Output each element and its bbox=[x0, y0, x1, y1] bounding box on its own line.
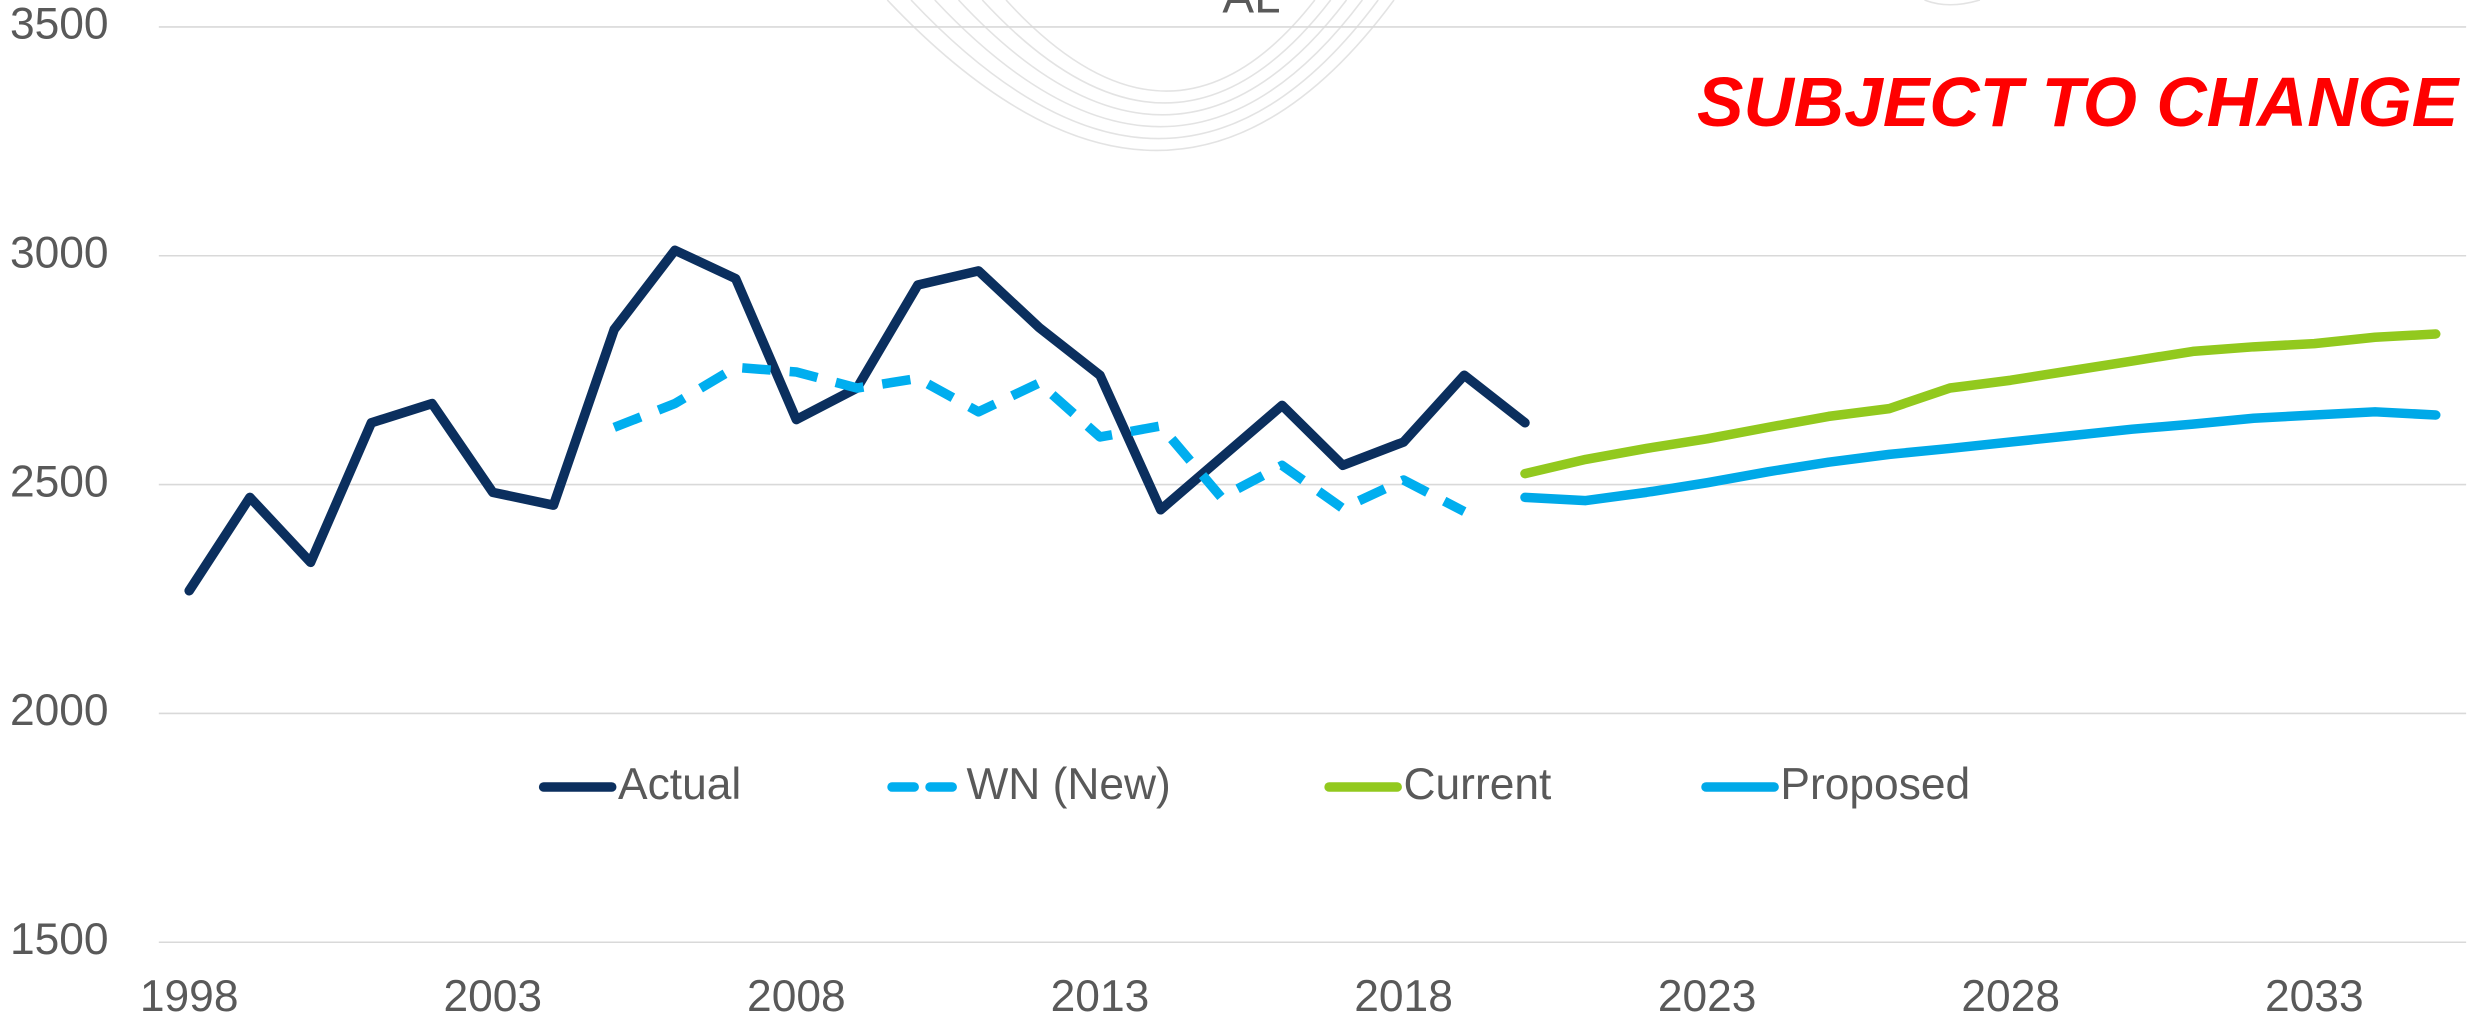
y-tick-label: 1500 bbox=[10, 915, 109, 964]
series-line bbox=[1525, 334, 2436, 474]
x-tick-label: 2003 bbox=[443, 972, 542, 1021]
series-line bbox=[1525, 412, 2436, 501]
x-tick-label: 2023 bbox=[1658, 972, 1757, 1021]
series-line bbox=[189, 250, 1525, 590]
y-tick-label: 2500 bbox=[10, 457, 109, 506]
legend-label: WN (New) bbox=[966, 760, 1170, 809]
watermark-curve bbox=[1925, 0, 1980, 5]
chart: AL SUBJECT TO CHANGE 1500 2000 2500 3000 350… bbox=[0, 0, 2484, 1023]
x-tick-label: 2033 bbox=[2265, 972, 2364, 1021]
chart-title: AL bbox=[1222, 0, 1280, 24]
x-tick-label: 1998 bbox=[140, 972, 239, 1021]
x-tick-label: 2018 bbox=[1354, 972, 1453, 1021]
watermark-curve bbox=[887, 0, 1394, 150]
watermark-curve bbox=[911, 0, 1378, 139]
y-tick-label: 3000 bbox=[10, 228, 109, 277]
page: AL SUBJECT TO CHANGE 1500 2000 2500 3000 350… bbox=[0, 0, 2484, 1023]
y-tick-label: 3500 bbox=[10, 0, 109, 49]
series-line bbox=[614, 367, 1464, 511]
x-tick-label: 2008 bbox=[747, 972, 846, 1021]
y-tick-label: 2000 bbox=[10, 686, 109, 735]
legend-label: Actual bbox=[618, 760, 741, 809]
x-tick-label: 2028 bbox=[1961, 972, 2060, 1021]
legend-label: Current bbox=[1404, 760, 1552, 809]
x-tick-label: 2013 bbox=[1051, 972, 1150, 1021]
annotation: SUBJECT TO CHANGE bbox=[1697, 63, 2461, 141]
legend-label: Proposed bbox=[1780, 760, 1970, 809]
watermark-curve bbox=[959, 0, 1347, 115]
